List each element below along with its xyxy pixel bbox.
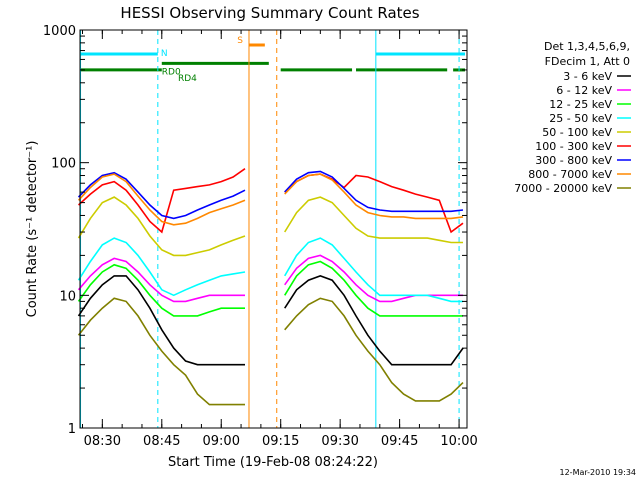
series-line bbox=[284, 260, 463, 317]
series-line bbox=[284, 173, 464, 220]
x-tick-label: 09:00 bbox=[203, 434, 240, 449]
legend-entry-label: 100 - 300 keV bbox=[535, 140, 612, 153]
flag-bar-label: S bbox=[237, 36, 243, 46]
series-line bbox=[77, 196, 246, 257]
series-line bbox=[284, 196, 463, 244]
y-tick-label: 1000 bbox=[43, 24, 76, 39]
legend: Det 1,3,4,5,6,9, FDecim 1, Att 0 3 - 6 keV… bbox=[514, 40, 631, 195]
axes: 1 10 100 1000 08:30 08:45 09:00 09:15 09:30 09:45… bbox=[43, 24, 478, 449]
legend-header: FDecim 1, Att 0 bbox=[545, 55, 630, 68]
plot-frame bbox=[79, 29, 468, 429]
legend-header: Det 1,3,4,5,6,9, bbox=[544, 40, 630, 53]
y-axis-label: Count Rate (s⁻¹ detector⁻¹) bbox=[25, 141, 40, 318]
flag-bar-label: RD0 bbox=[162, 67, 181, 77]
y-tick-label: 100 bbox=[51, 157, 76, 172]
flag-bar-label: RD4 bbox=[178, 74, 197, 84]
series-line bbox=[284, 170, 464, 213]
legend-entry-label: 3 - 6 keV bbox=[563, 70, 612, 83]
series-line bbox=[77, 237, 246, 297]
series-line bbox=[284, 275, 464, 366]
x-axis-label: Start Time (19-Feb-08 08:24:22) bbox=[168, 455, 378, 470]
legend-entry-label: 6 - 12 keV bbox=[556, 84, 612, 97]
legend-entry-label: 25 - 50 keV bbox=[549, 112, 612, 125]
series-line bbox=[284, 254, 463, 303]
series-line bbox=[284, 237, 463, 303]
series-line bbox=[77, 171, 246, 220]
series-lines bbox=[77, 168, 464, 406]
series-line bbox=[284, 297, 464, 402]
series-line bbox=[77, 173, 246, 226]
legend-entry-label: 12 - 25 keV bbox=[549, 98, 612, 111]
x-tick-label: 09:15 bbox=[262, 434, 299, 449]
flag-bar-label: N bbox=[161, 49, 168, 59]
x-tick-label: 08:45 bbox=[143, 434, 180, 449]
legend-entry-label: 7000 - 20000 keV bbox=[514, 182, 612, 195]
vertical-markers bbox=[80, 30, 460, 428]
legend-entry-label: 50 - 100 keV bbox=[542, 126, 612, 139]
x-tick-label: 08:30 bbox=[84, 434, 121, 449]
date-stamp: 12-Mar-2010 19:34 bbox=[560, 468, 637, 477]
x-tick-label: 10:00 bbox=[440, 434, 477, 449]
series-line bbox=[284, 173, 464, 234]
chart-title: HESSI Observing Summary Count Rates bbox=[120, 4, 419, 22]
series-line bbox=[77, 168, 246, 234]
legend-entry-label: 800 - 7000 keV bbox=[528, 168, 612, 181]
y-tick-label: 1 bbox=[68, 422, 76, 437]
series-line bbox=[77, 275, 245, 366]
series-line bbox=[77, 257, 245, 303]
series-line bbox=[77, 297, 245, 406]
series-line bbox=[77, 263, 245, 317]
x-tick-label: 09:30 bbox=[321, 434, 358, 449]
y-tick-label: 10 bbox=[59, 289, 76, 304]
x-tick-label: 09:45 bbox=[381, 434, 418, 449]
legend-entry-label: 300 - 800 keV bbox=[535, 154, 612, 167]
